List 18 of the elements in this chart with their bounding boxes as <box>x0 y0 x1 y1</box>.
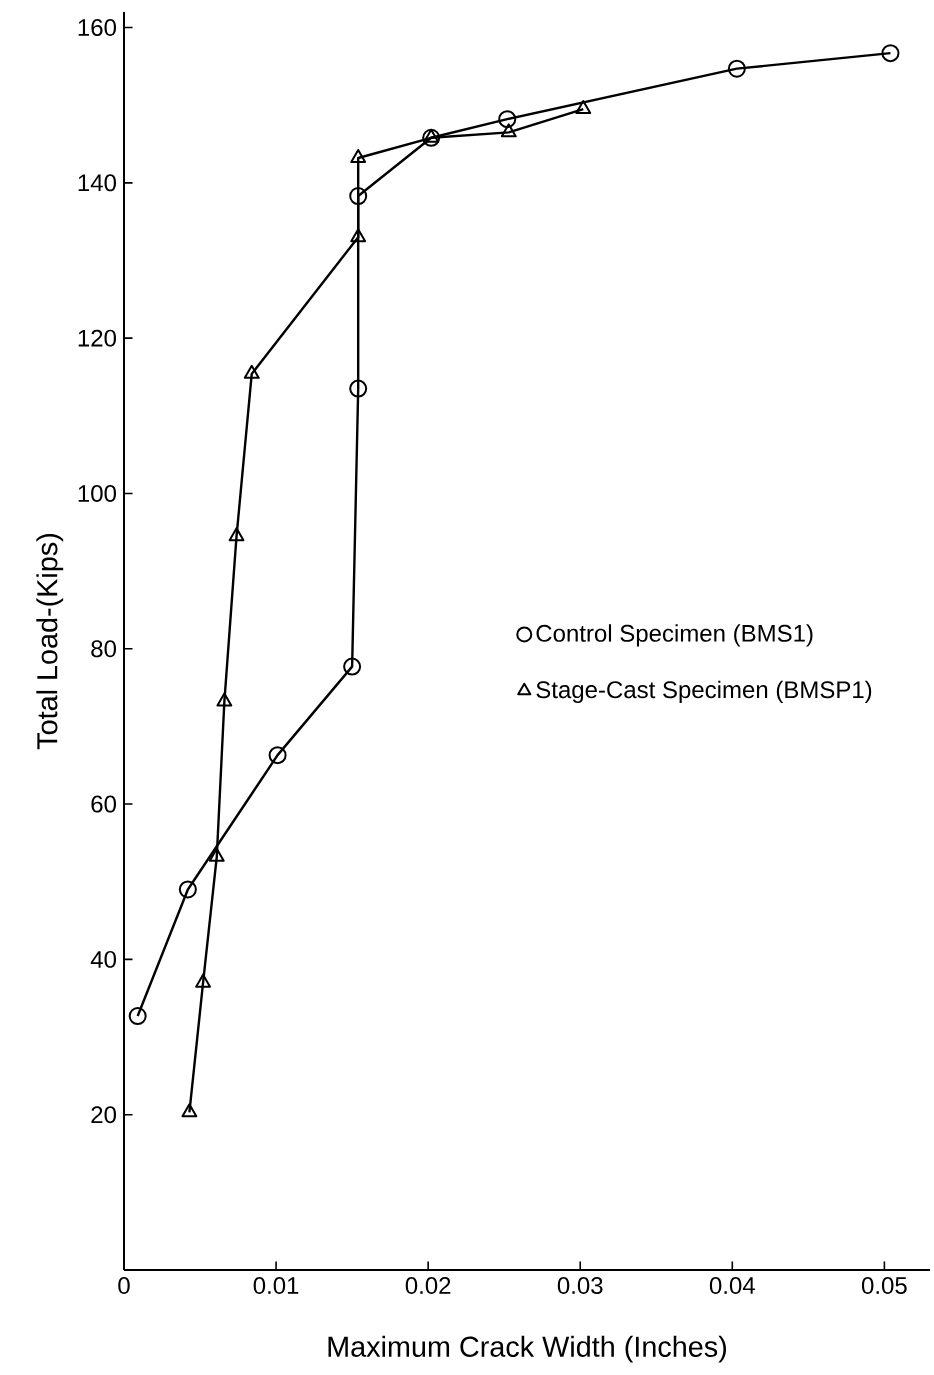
y-tick-label: 60 <box>91 795 116 813</box>
y-tick-label: 20 <box>91 1106 116 1124</box>
x-tick-label: 0 <box>118 1277 130 1295</box>
y-tick-label: 80 <box>91 640 116 658</box>
y-tick-label: 160 <box>78 19 116 36</box>
x-tick-label: 0.03 <box>557 1277 603 1295</box>
y-tick-label: 140 <box>78 174 116 192</box>
x-tick-label: 0.04 <box>709 1277 755 1295</box>
y-tick-label: 40 <box>90 950 116 968</box>
x-tick-label: 0.02 <box>405 1277 451 1295</box>
legend-label: Control Specimen (BMS1) <box>536 624 813 647</box>
y-tick-label: 100 <box>78 484 116 502</box>
legend-label: Stage-Cast Specimen (BMSP1) <box>536 680 872 703</box>
y-axis-title: Total Load-(Kips) <box>36 533 64 750</box>
y-tick-label: 120 <box>78 329 116 347</box>
x-axis-title: Maximum Crack Width (Inches) <box>328 1335 726 1363</box>
x-tick-label: 0.05 <box>861 1277 907 1295</box>
x-tick-label: 0.01 <box>253 1277 299 1295</box>
